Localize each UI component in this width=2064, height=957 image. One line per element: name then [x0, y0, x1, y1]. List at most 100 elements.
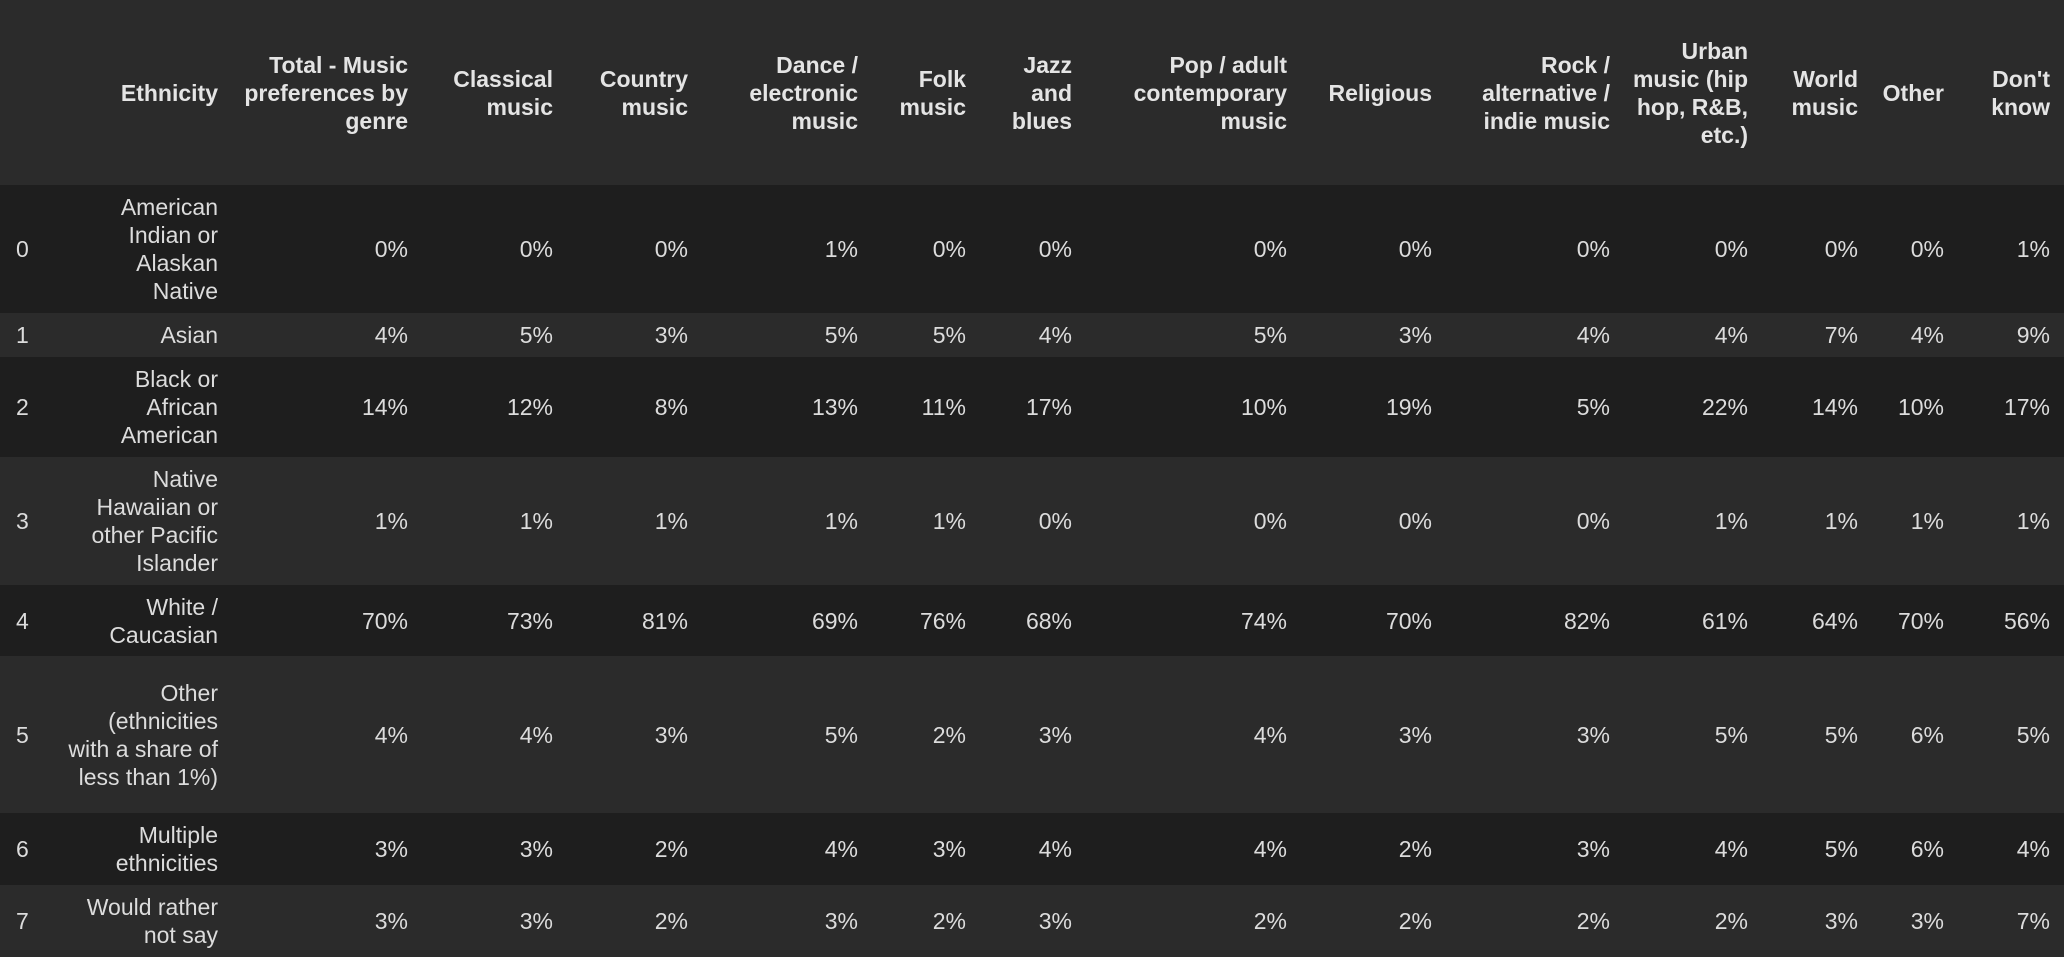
- value-cell: 4%: [1253, 836, 1287, 862]
- value-cell: 70%: [1385, 607, 1432, 634]
- value-cell: 5%: [1714, 721, 1748, 748]
- value-cell: 2%: [932, 721, 966, 748]
- value-cell: 73%: [506, 607, 553, 634]
- value-cell: 7%: [1824, 322, 1858, 348]
- value-cell: 3%: [932, 836, 966, 862]
- value-cell: 1%: [2016, 508, 2050, 534]
- column-header: Urban music (hip hop, R&B, etc.): [1632, 37, 1748, 148]
- row-index: 3: [16, 508, 29, 534]
- column-header: Other: [1882, 79, 1944, 106]
- row-index: 0: [16, 236, 29, 262]
- value-cell: 3%: [374, 908, 408, 934]
- value-cell: 1%: [2016, 236, 2050, 262]
- value-cell: 70%: [361, 607, 408, 634]
- value-cell: 2%: [1253, 908, 1287, 934]
- value-cell: 9%: [2016, 322, 2050, 348]
- value-cell: 81%: [641, 607, 688, 634]
- value-cell: 2%: [1714, 908, 1748, 934]
- value-cell: 10%: [1240, 394, 1287, 420]
- value-cell: 1%: [1910, 508, 1944, 534]
- header-row: Ethnicity Total - Music preferences by g…: [0, 0, 2064, 185]
- value-cell: 76%: [919, 607, 966, 634]
- value-cell: 0%: [1576, 236, 1610, 262]
- value-cell: 68%: [1025, 607, 1072, 634]
- value-cell: 4%: [1714, 836, 1748, 862]
- value-cell: 1%: [824, 508, 858, 534]
- value-cell: 4%: [1714, 322, 1748, 348]
- value-cell: 1%: [654, 508, 688, 534]
- column-header: Dance / electronic music: [749, 51, 858, 134]
- value-cell: 69%: [811, 607, 858, 634]
- value-cell: 7%: [2016, 908, 2050, 934]
- value-cell: 22%: [1701, 394, 1748, 420]
- value-cell: 4%: [1576, 322, 1610, 348]
- value-cell: 2%: [1576, 908, 1610, 934]
- column-header: Country music: [599, 65, 688, 120]
- value-cell: 0%: [1253, 236, 1287, 262]
- value-cell: 0%: [374, 236, 408, 262]
- value-cell: 0%: [1714, 236, 1748, 262]
- value-cell: 14%: [361, 394, 408, 420]
- ethnicity-cell: White / Caucasian: [109, 593, 218, 648]
- column-header: Don't know: [1991, 65, 2050, 120]
- value-cell: 0%: [932, 236, 966, 262]
- column-header: Classical music: [453, 65, 553, 120]
- ethnicity-cell: Asian: [160, 322, 218, 348]
- value-cell: 3%: [1398, 721, 1432, 748]
- value-cell: 2%: [1398, 908, 1432, 934]
- value-cell: 5%: [1253, 322, 1287, 348]
- value-cell: 0%: [1910, 236, 1944, 262]
- value-cell: 10%: [1897, 394, 1944, 420]
- value-cell: 3%: [1824, 908, 1858, 934]
- value-cell: 1%: [824, 236, 858, 262]
- table-row: 0 American Indian or Alaskan Native 0% 0% 0%…: [0, 185, 2064, 313]
- value-cell: 5%: [1824, 721, 1858, 748]
- value-cell: 3%: [374, 836, 408, 862]
- value-cell: 0%: [1398, 236, 1432, 262]
- value-cell: 6%: [1910, 721, 1944, 748]
- value-cell: 0%: [1038, 508, 1072, 534]
- value-cell: 3%: [1398, 322, 1432, 348]
- value-cell: 5%: [932, 322, 966, 348]
- column-header: Religious: [1328, 79, 1432, 106]
- value-cell: 3%: [519, 836, 553, 862]
- column-header: Pop / adult contemporary music: [1133, 51, 1287, 134]
- value-cell: 1%: [519, 508, 553, 534]
- value-cell: 4%: [1253, 721, 1287, 748]
- value-cell: 17%: [2003, 394, 2050, 420]
- value-cell: 4%: [519, 721, 553, 748]
- value-cell: 2%: [932, 908, 966, 934]
- row-index: 2: [16, 394, 29, 420]
- row-index: 7: [16, 908, 29, 934]
- table-row: 2 Black or African American 14% 12% 8% 13% 11%…: [0, 357, 2064, 457]
- value-cell: 8%: [654, 394, 688, 420]
- ethnicity-cell: American Indian or Alaskan Native: [120, 194, 218, 304]
- value-cell: 61%: [1701, 607, 1748, 634]
- value-cell: 3%: [1038, 908, 1072, 934]
- value-cell: 3%: [1910, 908, 1944, 934]
- column-header: Jazz and blues: [1011, 51, 1072, 134]
- value-cell: 70%: [1897, 607, 1944, 634]
- value-cell: 11%: [921, 394, 966, 420]
- column-header: Total - Music preferences by genre: [244, 51, 408, 134]
- table-body: 0 American Indian or Alaskan Native 0% 0% 0%…: [0, 185, 2064, 957]
- column-header: World music: [1791, 65, 1858, 120]
- value-cell: 0%: [1824, 236, 1858, 262]
- value-cell: 3%: [1576, 721, 1610, 748]
- value-cell: 3%: [1576, 836, 1610, 862]
- value-cell: 0%: [519, 236, 553, 262]
- row-index: 5: [16, 721, 29, 748]
- value-cell: 3%: [824, 908, 858, 934]
- table-row: 5 Other (ethnicities with a share of less…: [0, 656, 2064, 813]
- ethnicity-cell: Other (ethnicities with a share of less …: [68, 679, 218, 790]
- table-row: 6 Multiple ethnicities 3% 3% 2% 4% 3% 4% 4% 2% 3% 4…: [0, 813, 2064, 885]
- value-cell: 4%: [374, 322, 408, 348]
- value-cell: 17%: [1025, 394, 1072, 420]
- value-cell: 5%: [2016, 721, 2050, 748]
- table-row: 1 Asian 4% 5% 3% 5% 5% 4% 5% 3% 4% 4% 7% 4% 9%: [0, 313, 2064, 357]
- value-cell: 5%: [1576, 394, 1610, 420]
- column-header: Folk music: [899, 65, 966, 120]
- value-cell: 74%: [1240, 607, 1287, 634]
- ethnicity-cell: Black or African American: [120, 366, 218, 448]
